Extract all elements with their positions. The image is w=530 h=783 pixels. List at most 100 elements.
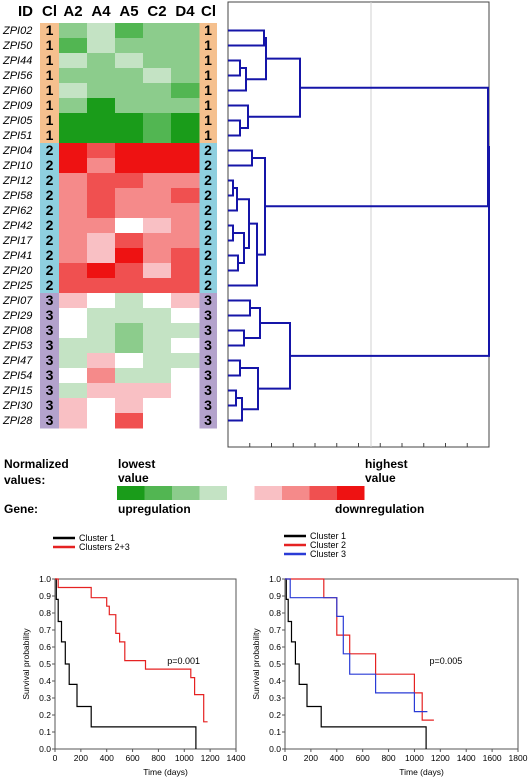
cluster-number-left: 3: [46, 397, 54, 413]
heatmap-cell: [59, 233, 88, 249]
cluster-number-left: 1: [46, 127, 54, 143]
x-tick-label: 200: [304, 753, 318, 763]
heatmap-cell: [143, 218, 172, 234]
cluster-cell-left: [40, 413, 59, 429]
heatmap-cell: [115, 83, 144, 99]
heatmap-cell: [171, 398, 200, 414]
y-tick-label: 0.8: [39, 608, 51, 618]
heatmap-cell: [115, 233, 144, 249]
cluster-cell-right: [199, 218, 217, 234]
heatmap-cell: [87, 53, 116, 69]
cluster-number-left: 1: [46, 82, 54, 98]
heatmap-cell: [171, 308, 200, 324]
x-tick-label: 600: [356, 753, 370, 763]
heatmap-cell: [87, 278, 116, 294]
heatmap-cell: [115, 323, 144, 339]
cluster-number-right: 1: [204, 127, 212, 143]
row-id-label: ZPI12: [2, 175, 32, 187]
y-tick-label: 0.3: [39, 693, 51, 703]
y-tick-label: 0.5: [269, 659, 281, 669]
heatmap-cell: [59, 413, 88, 429]
heatmap-cell: [171, 248, 200, 264]
cluster-number-right: 3: [204, 382, 212, 398]
dendrogram-link: [252, 157, 266, 256]
highest-value: value: [365, 471, 396, 485]
y-tick-label: 0.2: [39, 710, 51, 720]
cluster-cell-left: [40, 128, 59, 144]
y-tick-label: 0.8: [269, 608, 281, 618]
cluster-cell-left: [40, 143, 59, 159]
cluster-number-left: 1: [46, 67, 54, 83]
cluster-number-right: 2: [204, 157, 212, 173]
heatmap-cell: [143, 23, 172, 39]
row-id-label: ZPI50: [2, 40, 33, 52]
survival-curve-3: [285, 578, 428, 713]
cluster-cell-right: [199, 338, 217, 354]
upregulation-label: upregulation: [118, 502, 191, 516]
heatmap-cell: [59, 98, 88, 114]
cl-header-right: Cl: [201, 3, 216, 20]
heatmap-cell: [143, 308, 172, 324]
heatmap-cell: [143, 53, 172, 69]
column-header: C2: [147, 3, 166, 20]
heatmap-cell: [59, 308, 88, 324]
row-id-label: ZPI05: [2, 115, 33, 127]
cluster-number-right: 1: [204, 37, 212, 53]
row-id-label: ZPI53: [2, 340, 33, 352]
heatmap-cell: [87, 113, 116, 129]
heatmap-cell: [143, 203, 172, 219]
cluster-number-left: 3: [46, 352, 54, 368]
p-value-annotation: p=0.005: [429, 656, 462, 666]
dendrogram: [227, 1, 490, 448]
survival-curve-1: [285, 578, 427, 749]
cluster-cell-left: [40, 278, 59, 294]
heatmap-cell: [59, 353, 88, 369]
heatmap-cell: [59, 83, 88, 99]
cluster-cell-right: [199, 113, 217, 129]
cluster-number-right: 1: [204, 67, 212, 83]
x-tick-label: 1000: [405, 753, 424, 763]
row-id-label: ZPI51: [2, 130, 32, 142]
cluster-cell-left: [40, 323, 59, 339]
y-tick-label: 0.6: [39, 642, 51, 652]
id-header: ID: [18, 3, 33, 20]
x-axis-label: Time (days): [399, 767, 444, 777]
heatmap-cell: [143, 158, 172, 174]
row-id-label: ZPI41: [2, 250, 32, 262]
row-id-label: ZPI04: [2, 145, 32, 157]
heatmap-cell: [171, 128, 200, 144]
heatmap-cell: [87, 248, 116, 264]
normalized-label: Normalized: [4, 457, 69, 471]
lowest-label: lowest: [118, 457, 155, 471]
dendrogram-link: [228, 149, 253, 167]
row-id-label: ZPI47: [2, 355, 33, 367]
cluster-cell-left: [40, 113, 59, 129]
dendrogram-link: [265, 86, 489, 208]
cluster-number-right: 3: [204, 337, 212, 353]
p-value-annotation: p=0.001: [167, 656, 200, 666]
heatmap-cell: [171, 173, 200, 189]
y-tick-label: 1.0: [269, 574, 281, 584]
gene-label: Gene:: [4, 502, 38, 516]
cluster-number-right: 2: [204, 172, 212, 188]
cluster-cell-left: [40, 188, 59, 204]
heatmap-cell: [115, 383, 144, 399]
dendrogram-link: [228, 389, 237, 407]
downregulation-label: downregulation: [335, 502, 424, 516]
heatmap-cell: [87, 323, 116, 339]
x-tick-label: 400: [330, 753, 344, 763]
heatmap-cell: [171, 338, 200, 354]
cluster-cell-right: [199, 233, 217, 249]
heatmap-cell: [115, 413, 144, 429]
y-tick-label: 0.4: [269, 676, 281, 686]
heatmap-cell: [143, 38, 172, 54]
cluster-number-left: 2: [46, 187, 54, 203]
row-id-label: ZPI09: [2, 100, 32, 112]
heatmap-cell: [143, 68, 172, 84]
color-scale-bar: [117, 486, 365, 500]
heatmap-cell: [87, 413, 116, 429]
cluster-cell-left: [40, 383, 59, 399]
x-tick-label: 1200: [201, 753, 220, 763]
cluster-number-left: 1: [46, 22, 54, 38]
